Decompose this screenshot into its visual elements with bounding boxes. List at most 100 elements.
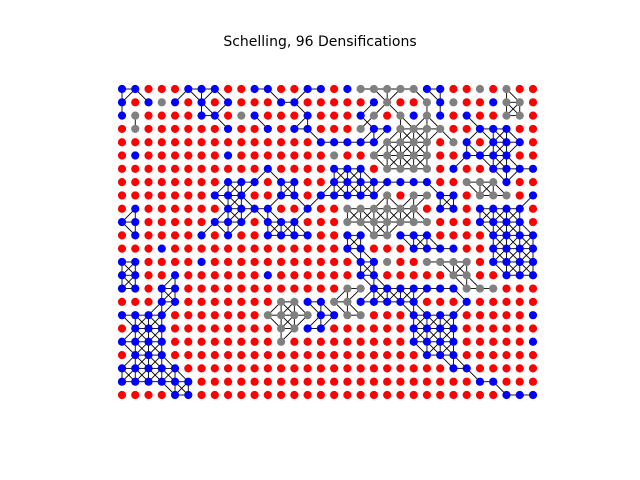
node-gray xyxy=(396,138,405,147)
node-red xyxy=(436,390,445,400)
node-blue xyxy=(436,324,445,333)
node-red xyxy=(131,164,140,173)
node-red xyxy=(144,191,153,200)
node-gray xyxy=(475,191,485,200)
node-blue xyxy=(144,337,153,346)
node-gray xyxy=(475,178,485,187)
node-red xyxy=(276,124,286,134)
node-blue xyxy=(436,350,445,360)
node-red xyxy=(343,98,352,107)
node-gray xyxy=(475,284,485,293)
node-blue xyxy=(528,244,538,253)
node-blue xyxy=(117,217,127,227)
node-red xyxy=(356,350,365,360)
node-blue xyxy=(383,124,392,134)
node-red xyxy=(290,138,299,147)
node-blue xyxy=(489,257,498,267)
node-gray xyxy=(489,191,498,200)
node-blue xyxy=(343,178,352,187)
node-red xyxy=(117,244,127,253)
node-blue xyxy=(515,138,524,147)
node-blue xyxy=(436,311,445,320)
node-red xyxy=(303,257,312,267)
node-red xyxy=(290,164,299,173)
node-red xyxy=(250,231,259,240)
node-red xyxy=(449,151,458,160)
node-red xyxy=(475,244,485,253)
node-red xyxy=(210,337,219,346)
node-blue xyxy=(515,390,524,400)
node-red xyxy=(290,364,299,373)
node-red xyxy=(330,377,339,386)
node-blue xyxy=(237,204,246,213)
node-red xyxy=(356,324,365,333)
node-red xyxy=(436,364,445,373)
node-red xyxy=(250,257,259,267)
node-red xyxy=(197,271,206,280)
node-red xyxy=(316,284,325,293)
node-red xyxy=(170,257,180,267)
node-blue xyxy=(330,191,339,200)
node-gray xyxy=(396,217,405,227)
node-red xyxy=(502,324,511,333)
node-red xyxy=(144,178,153,187)
node-red xyxy=(462,244,471,253)
node-blue xyxy=(237,217,246,227)
node-red xyxy=(436,217,445,227)
node-red xyxy=(303,271,312,280)
node-red xyxy=(475,271,485,280)
node-red xyxy=(210,364,219,373)
node-red xyxy=(290,244,299,253)
node-blue xyxy=(276,217,286,227)
node-red xyxy=(197,217,206,227)
node-blue xyxy=(157,244,166,253)
node-red xyxy=(144,111,153,120)
node-red xyxy=(144,231,153,240)
node-red xyxy=(515,124,524,134)
node-red xyxy=(330,84,339,94)
node-red xyxy=(449,377,458,386)
node-gray xyxy=(449,271,458,280)
node-red xyxy=(356,364,365,373)
node-red xyxy=(515,151,524,160)
node-red xyxy=(263,377,272,386)
node-red xyxy=(515,350,524,360)
node-red xyxy=(223,364,233,373)
node-red xyxy=(475,311,485,320)
node-blue xyxy=(263,217,272,227)
node-red xyxy=(475,337,485,346)
node-red xyxy=(250,364,259,373)
node-blue xyxy=(223,98,233,107)
node-red xyxy=(250,350,259,360)
node-gray xyxy=(462,257,471,267)
node-red xyxy=(515,324,524,333)
node-red xyxy=(422,297,432,306)
node-red xyxy=(356,151,365,160)
node-red xyxy=(396,191,405,200)
node-blue xyxy=(157,284,166,293)
node-red xyxy=(170,244,180,253)
node-blue xyxy=(462,138,471,147)
node-gray xyxy=(409,204,418,213)
node-red xyxy=(383,324,392,333)
node-gray xyxy=(383,164,392,173)
node-red xyxy=(396,364,405,373)
figure-title: Schelling, 96 Densifications xyxy=(223,34,417,50)
node-gray xyxy=(396,84,405,94)
node-gray xyxy=(436,257,445,267)
node-red xyxy=(475,98,485,107)
node-gray xyxy=(383,84,392,94)
node-red xyxy=(223,324,233,333)
node-red xyxy=(528,124,538,134)
node-red xyxy=(489,337,498,346)
node-gray xyxy=(502,84,511,94)
node-blue xyxy=(290,178,299,187)
node-red xyxy=(330,111,339,120)
node-blue xyxy=(276,231,286,240)
node-red xyxy=(303,151,312,160)
node-red xyxy=(316,390,325,400)
node-red xyxy=(263,151,272,160)
node-red xyxy=(528,84,538,94)
node-red xyxy=(303,390,312,400)
node-blue xyxy=(528,311,538,320)
